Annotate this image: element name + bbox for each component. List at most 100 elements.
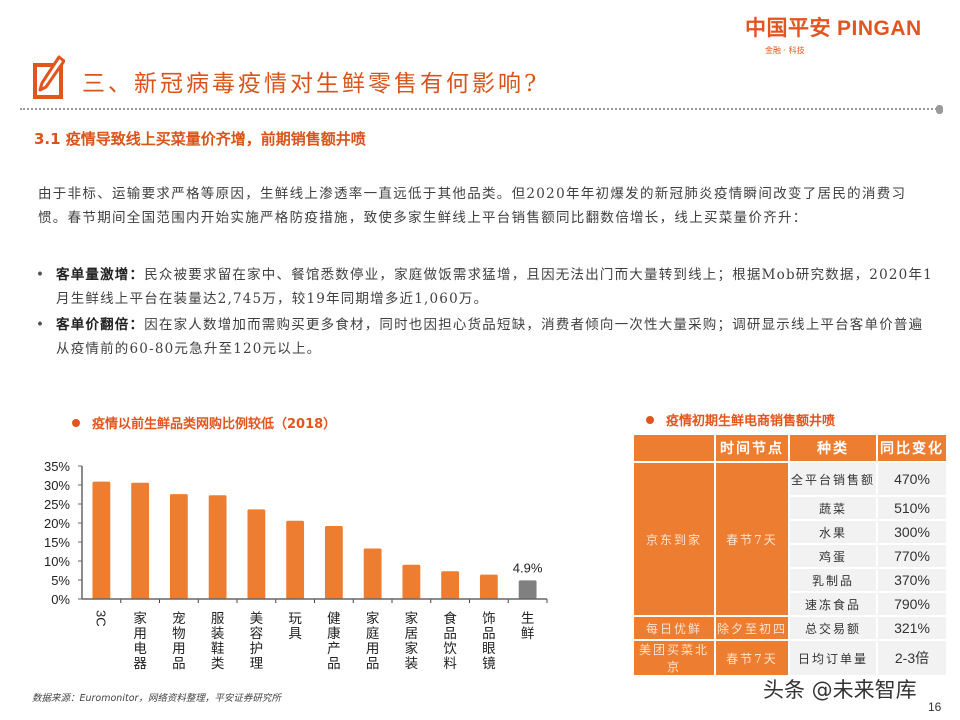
logo-wordmark: 中国平安 PINGAN (745, 12, 945, 42)
period-cell: 春节7天 (714, 461, 790, 617)
bullet-dot-icon (646, 415, 654, 424)
table-title: 疫情初期生鲜电商销售额井喷 (646, 410, 835, 429)
platform-cell: 美团买菜北京 (632, 639, 716, 677)
table-row: 美团买菜北京 春节7天 日均订单量 2-3倍 (632, 639, 948, 677)
category-cell: 总交易额 (788, 615, 878, 641)
x-tick-label: 电 (133, 641, 147, 657)
change-cell: 510% (876, 495, 948, 521)
x-tick-label: 家 (366, 610, 380, 627)
x-tick-label: 居 (405, 626, 419, 642)
x-tick-label: 家 (133, 610, 147, 627)
table-row: 速冻食品 790% (633, 591, 948, 617)
x-tick-label: 品 (327, 656, 341, 672)
header-change: 同比变化 (876, 433, 948, 463)
change-cell: 321% (876, 615, 948, 641)
sales-growth-table: 时间节点 种类 同比变化 京东到家 春节7天 全平台销售额 470% 蔬菜 51… (632, 433, 948, 677)
x-tick-label: 装 (211, 626, 225, 642)
bullet-item: 客单量激增：民众被要求留在家中、餐馆悉数停业，家庭做饭需求猛增，且因无法出门而大… (36, 263, 936, 311)
category-cell: 蔬菜 (788, 495, 878, 521)
x-tick-label: 品 (172, 656, 186, 672)
table-header-row: 时间节点 种类 同比变化 (632, 433, 948, 463)
x-tick-label: 家 (405, 640, 419, 657)
x-tick-label: 服 (211, 611, 225, 627)
bar (441, 571, 460, 599)
bar-chart: 0%5%10%15%20%25%30%35%3C 家用电器宠物用品服装鞋类美容护理… (44, 459, 548, 672)
header-category: 种类 (788, 433, 878, 463)
chart-title: 疫情以前生鲜品类网购比例较低（2018） (72, 413, 336, 432)
x-tick-label: 康 (327, 625, 341, 642)
bar (169, 494, 188, 599)
period-cell: 春节7天 (714, 639, 790, 677)
data-source-note: 数据来源：Euromonitor，网络资料整理，平安证券研究所 (32, 693, 281, 704)
x-tick-label: 容 (250, 625, 264, 642)
y-tick-label: 25% (44, 497, 70, 512)
bar (286, 520, 305, 599)
category-cell: 水果 (788, 519, 878, 545)
change-cell: 2-3倍 (876, 639, 948, 677)
change-cell: 790% (876, 591, 948, 617)
watermark: 头条 @未来智库 (763, 678, 917, 702)
bullet-item: 客单价翻倍：因在家人数增加而需购买更多食材，同时也因担心货品短缺，消费者倾向一次… (36, 313, 936, 361)
change-cell: 370% (876, 567, 948, 593)
category-cell: 乳制品 (788, 567, 878, 593)
x-tick-label: 饰 (482, 611, 496, 627)
x-tick-label: 鞋 (211, 641, 225, 657)
bar (131, 482, 150, 599)
change-cell: 770% (876, 543, 948, 569)
x-tick-label: 类 (211, 656, 225, 672)
bar (479, 574, 498, 599)
bullet-list: 客单量激增：民众被要求留在家中、餐馆悉数停业，家庭做饭需求猛增，且因无法出门而大… (36, 263, 936, 363)
category-cell: 日均订单量 (788, 639, 878, 677)
y-tick-label: 0% (51, 592, 70, 607)
bar (363, 548, 382, 599)
x-tick-label: 装 (405, 656, 419, 672)
bar (247, 509, 266, 599)
category-cell: 全平台销售额 (788, 461, 878, 497)
bar (518, 580, 537, 599)
x-tick-label: 3C (93, 610, 108, 627)
x-tick-label: 生 (521, 611, 535, 627)
x-tick-label: 鲜 (521, 626, 535, 642)
x-tick-label: 用 (366, 641, 380, 657)
x-tick-label: 宠 (172, 611, 186, 627)
y-tick-label: 30% (44, 478, 70, 493)
platform-cell: 京东到家 (632, 461, 716, 617)
change-cell: 300% (876, 519, 948, 545)
x-tick-label: 玩 (288, 611, 302, 627)
x-tick-label: 饮 (443, 641, 457, 657)
bar (324, 526, 343, 599)
platform-cell: 每日优鲜 (632, 615, 716, 641)
x-tick-label: 用 (172, 641, 186, 657)
header-period: 时间节点 (714, 433, 790, 463)
bullet-label: 客单量激增： (56, 267, 145, 283)
x-tick-label: 用 (133, 626, 147, 642)
x-tick-label: 品 (366, 656, 380, 672)
table-row: 鸡蛋 770% (633, 543, 948, 569)
table-row: 每日优鲜 除夕至初四 总交易额 321% (632, 615, 948, 641)
intro-paragraph: 由于非标、运输要求严格等原因，生鲜线上渗透率一直远低于其他品类。但2020年年初… (38, 186, 907, 226)
category-cell: 鸡蛋 (788, 543, 878, 569)
table-row: 京东到家 春节7天 全平台销售额 470% (632, 461, 948, 617)
change-cell: 470% (876, 461, 948, 497)
x-tick-label: 家 (405, 610, 419, 627)
x-tick-label: 镜 (482, 656, 496, 672)
x-tick-label: 产 (327, 641, 341, 657)
table-row: 乳制品 370% (633, 567, 948, 593)
x-tick-label: 品 (443, 626, 457, 642)
bullet-text: 因在家人数增加而需购买更多食材，同时也因担心货品短缺，消费者倾向一次性大量采购；… (56, 317, 924, 357)
x-tick-label: 品 (482, 626, 496, 642)
table-row: 水果 300% (633, 519, 948, 545)
data-label: 4.9% (513, 560, 543, 575)
bullet-label: 客单价翻倍： (56, 317, 145, 333)
divider (20, 108, 941, 110)
pencil-square-icon (33, 55, 65, 99)
table-row: 蔬菜 510% (633, 495, 948, 521)
y-tick-label: 10% (44, 554, 70, 569)
x-tick-label: 物 (172, 626, 186, 642)
header-platform (632, 433, 716, 463)
period-cell: 除夕至初四 (714, 615, 790, 641)
bar (92, 481, 111, 599)
logo-tagline: 金融 · 科技 (765, 46, 805, 55)
logo-en: PINGAN (837, 17, 922, 40)
pingan-logo: 中国平安 PINGAN 金融 · 科技 (745, 12, 945, 56)
